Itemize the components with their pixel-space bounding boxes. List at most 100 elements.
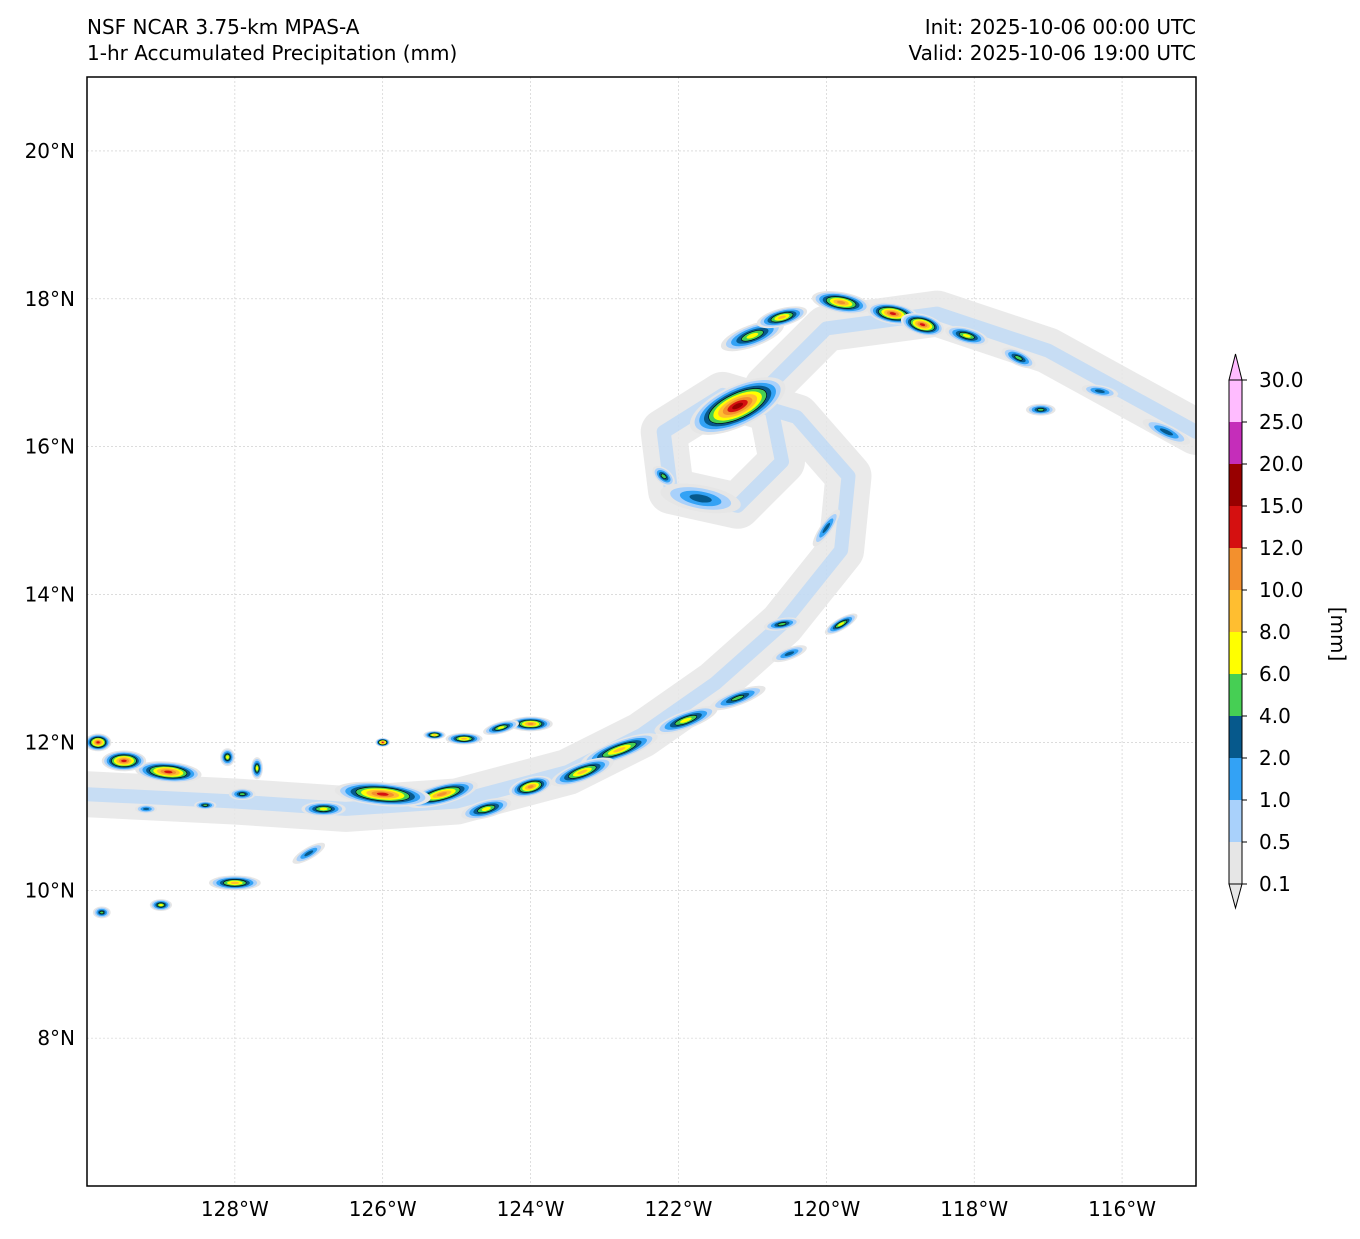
precip-cell xyxy=(483,720,519,736)
colorbar-tick-label: 20.0 xyxy=(1259,452,1304,476)
precip-contour xyxy=(689,494,712,503)
precip-contour xyxy=(319,807,328,811)
lon-tick-label: 122°W xyxy=(644,1197,712,1221)
title-left: NSF NCAR 3.75-km MPAS-A 1-hr Accumulated… xyxy=(87,14,457,66)
colorbar-tick-label: 10.0 xyxy=(1259,578,1304,602)
precip-cell xyxy=(194,800,217,810)
lon-tick-label: 116°W xyxy=(1088,1197,1156,1221)
colorbar-segment xyxy=(1229,548,1242,590)
precip-contour xyxy=(432,734,437,736)
precip-cell xyxy=(771,645,807,663)
precip-contour xyxy=(746,332,759,339)
precip-contour xyxy=(164,770,173,774)
colorbar-tick-label: 0.1 xyxy=(1259,872,1291,896)
precip-cell xyxy=(301,801,346,817)
precip-contour xyxy=(613,747,626,753)
precip-contour xyxy=(1159,428,1174,436)
colorbar-units-label: [mm] xyxy=(1326,607,1350,662)
precip-cell xyxy=(228,788,256,801)
title-right: Init: 2025-10-06 00:00 UTC Valid: 2025-1… xyxy=(908,14,1196,66)
variable-title: 1-hr Accumulated Precipitation (mm) xyxy=(87,41,458,65)
precip-cell xyxy=(811,291,871,314)
lat-tick-label: 16°N xyxy=(25,435,75,459)
precip-contour xyxy=(436,792,447,797)
precip-cell xyxy=(101,750,147,772)
precip-cell xyxy=(812,509,840,547)
precip-cell xyxy=(135,761,202,783)
colorbar-segment xyxy=(1229,422,1242,464)
precip-cell xyxy=(945,326,989,346)
colorbar-tick-label: 30.0 xyxy=(1259,368,1304,392)
lat-tick-label: 20°N xyxy=(25,139,75,163)
precip-contour xyxy=(381,741,384,744)
lat-tick-label: 18°N xyxy=(25,287,75,311)
precip-contour xyxy=(731,694,745,702)
model-title: NSF NCAR 3.75-km MPAS-A xyxy=(87,15,360,39)
precip-contour xyxy=(919,323,926,327)
precip-contour xyxy=(121,759,127,763)
colorbar-segment xyxy=(1229,590,1242,632)
colorbar-extend-high xyxy=(1228,353,1243,381)
precip-contour xyxy=(497,726,505,730)
precip-cell xyxy=(900,313,945,337)
precip-contour xyxy=(202,803,209,807)
gridlines xyxy=(87,77,1196,1186)
precip-contour xyxy=(99,910,105,915)
colorbar-tick-label: 15.0 xyxy=(1259,494,1304,518)
precip-contour xyxy=(1014,355,1023,361)
precip-contour xyxy=(836,300,846,305)
lon-tick-label: 128°W xyxy=(201,1197,269,1221)
precip-contour xyxy=(660,473,667,479)
precip-contour xyxy=(889,312,897,315)
colorbar-tick-label: 2.0 xyxy=(1259,746,1291,770)
precip-contour xyxy=(680,717,692,723)
precip-contour xyxy=(230,881,240,885)
precip-cell xyxy=(423,730,446,740)
precip-cell xyxy=(689,377,786,435)
precip-contour xyxy=(461,737,468,740)
colorbar-tick-label: 1.0 xyxy=(1259,788,1291,812)
colorbar-segment xyxy=(1229,506,1242,548)
precip-cell xyxy=(445,732,483,745)
precip-contour xyxy=(577,769,588,775)
precip-cell xyxy=(580,733,658,767)
lon-tick-label: 118°W xyxy=(940,1197,1008,1221)
precip-cell xyxy=(509,775,553,798)
precip-cell xyxy=(763,617,801,631)
colorbar-tick-label: 8.0 xyxy=(1259,620,1291,644)
precip-cell xyxy=(1081,384,1119,398)
precip-cell xyxy=(208,875,261,891)
lon-tick-label: 126°W xyxy=(349,1197,417,1221)
precip-cell xyxy=(220,748,235,767)
precip-cell xyxy=(756,306,808,329)
precip-contour xyxy=(822,522,831,534)
precip-cell xyxy=(1001,347,1036,369)
precip-cell xyxy=(550,757,614,787)
precip-cell xyxy=(292,842,326,864)
colorbar-extend-low xyxy=(1228,883,1243,910)
latitude-axis: 20°N 18°N 16°N 14°N 12°N 10°N 8°N xyxy=(25,139,75,1050)
colorbar-segment xyxy=(1229,800,1242,842)
colorbar-tick-label: 12.0 xyxy=(1259,536,1304,560)
precip-cell xyxy=(652,465,675,487)
precip-contour xyxy=(1037,408,1045,412)
colorbar-segment xyxy=(1229,758,1242,800)
colorbar-segment xyxy=(1229,632,1242,674)
precip-contour xyxy=(962,333,971,338)
lat-tick-label: 10°N xyxy=(25,878,75,902)
precip-contour xyxy=(376,792,389,796)
precip-cell xyxy=(87,733,112,752)
precip-cell xyxy=(654,706,718,735)
precip-cell xyxy=(709,685,766,711)
precip-contour xyxy=(158,903,164,907)
precip-contour xyxy=(527,722,534,725)
precip-contour xyxy=(226,755,229,759)
colorbar-segment xyxy=(1229,842,1242,884)
colorbar-segment xyxy=(1229,464,1242,506)
colorbar-segment xyxy=(1229,674,1242,716)
precip-cell xyxy=(1025,403,1056,416)
precip-cell xyxy=(720,320,784,352)
precip-contour xyxy=(96,741,100,744)
precip-cell xyxy=(149,899,173,911)
